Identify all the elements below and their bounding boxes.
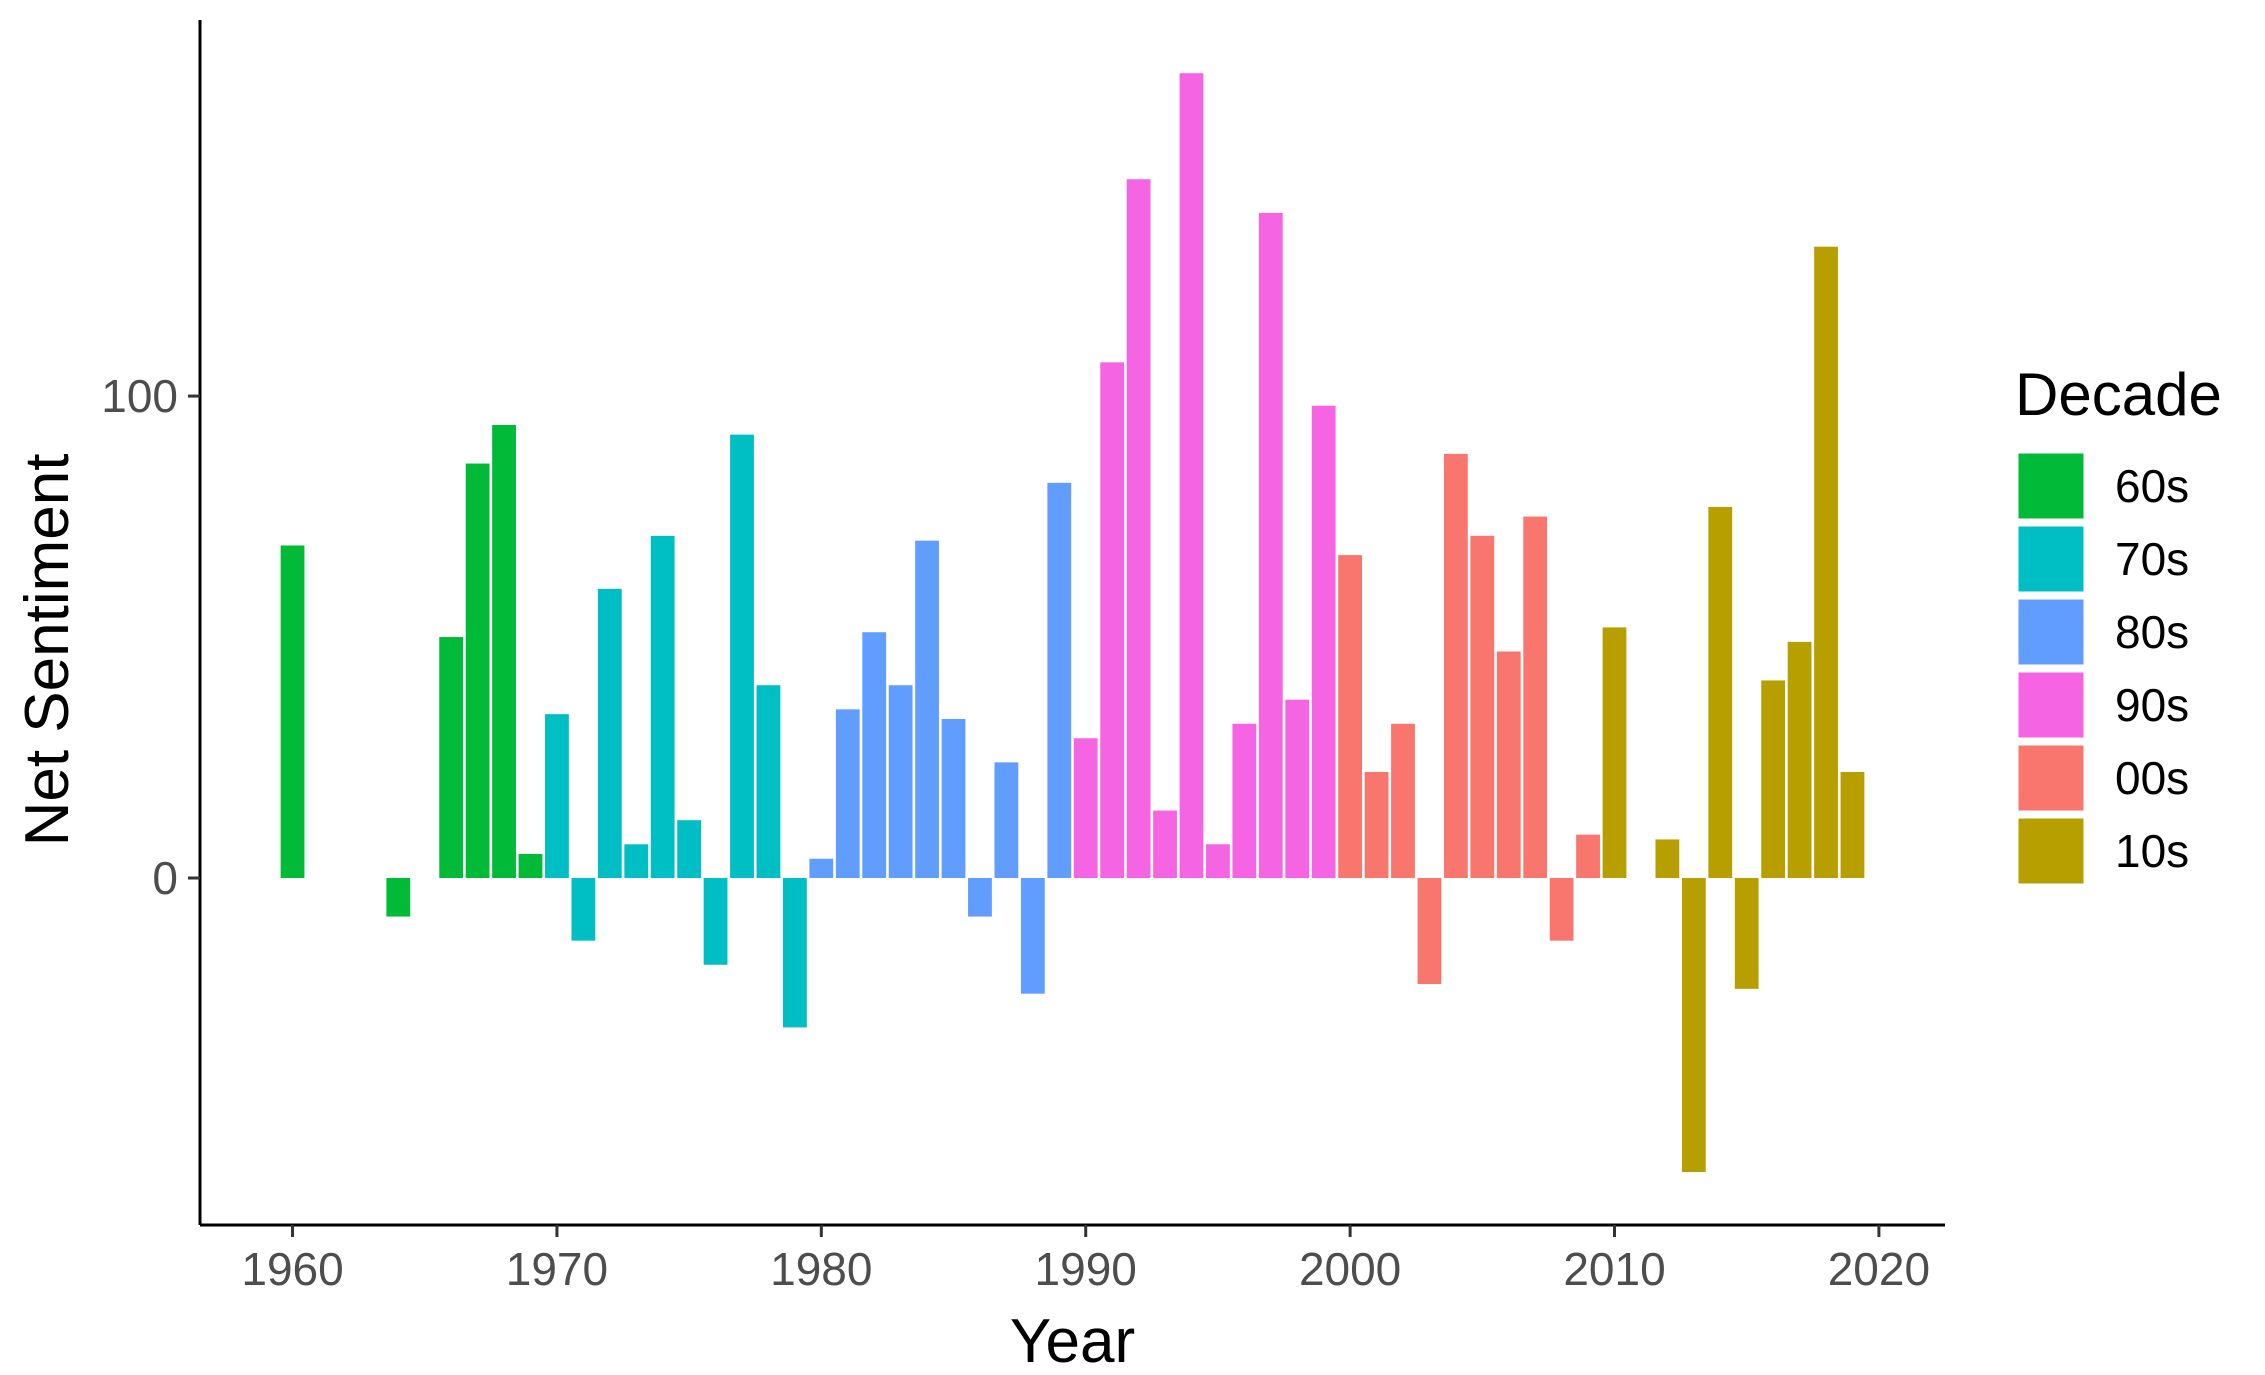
bar-1995 (1206, 844, 1230, 879)
bar-2010 (1602, 627, 1627, 879)
bar-1970 (545, 714, 569, 879)
bar-2004 (1443, 453, 1468, 879)
x-axis-title: Year (1010, 1307, 1135, 1375)
bar-1967 (465, 463, 490, 879)
bar-2012 (1655, 839, 1680, 879)
x-tick-label: 2010 (1563, 1243, 1665, 1295)
bar-1984 (915, 540, 939, 879)
legend-key-80s (2015, 596, 2087, 668)
bar-2016 (1761, 680, 1786, 879)
x-tick-label: 1970 (506, 1243, 608, 1295)
bar-1968 (492, 425, 516, 879)
bar-2002 (1391, 723, 1415, 879)
bar-1981 (835, 709, 860, 879)
bar-1992 (1126, 179, 1151, 879)
x-tick-label: 1960 (241, 1243, 343, 1295)
bar-2019 (1840, 771, 1865, 879)
bar-1966 (439, 637, 464, 879)
y-ticks: 0 100 (101, 370, 200, 904)
legend-label-70s: 70s (2115, 533, 2189, 585)
legend-label-80s: 80s (2115, 606, 2189, 658)
bar-2013 (1681, 878, 1706, 1172)
bar-2015 (1734, 878, 1759, 989)
legend-title: Decade (2015, 361, 2222, 428)
bar-2008 (1549, 878, 1574, 941)
legend-key-60s (2015, 450, 2087, 522)
bar-1982 (862, 632, 887, 879)
bar-1985 (941, 718, 966, 879)
bar-1972 (597, 588, 622, 879)
bar-1971 (571, 878, 596, 941)
bar-1960 (280, 545, 305, 879)
bar-1977 (730, 434, 754, 879)
legend-key-00s (2015, 742, 2087, 814)
bar-1988 (1020, 878, 1045, 994)
bar-1983 (888, 685, 913, 879)
bar-1976 (703, 878, 728, 965)
bar-1974 (650, 535, 675, 879)
bar-1973 (624, 844, 649, 879)
bar-2017 (1787, 641, 1812, 879)
legend-key-70s (2015, 523, 2087, 595)
y-tick-label: 100 (101, 370, 178, 422)
bar-1998 (1285, 699, 1310, 879)
legend: Decade 60s 70s 80s 90s 00s 10s (2015, 361, 2222, 887)
bar-2001 (1364, 771, 1389, 879)
bar-1996 (1232, 723, 1257, 879)
bar-1986 (968, 878, 992, 917)
bar-1987 (994, 762, 1019, 879)
bars-layer (280, 73, 1865, 1172)
bar-2007 (1523, 516, 1548, 879)
bar-2018 (1814, 246, 1838, 879)
bar-1997 (1258, 212, 1283, 879)
bar-1993 (1153, 810, 1177, 879)
legend-label-00s: 00s (2115, 752, 2189, 804)
bar-2003 (1417, 878, 1442, 985)
x-ticks: 1960 1970 1980 1990 2000 2010 2020 (241, 1225, 1930, 1295)
axes-layer (198, 20, 1945, 1227)
legend-key-90s (2015, 669, 2087, 741)
legend-label-10s: 10s (2115, 825, 2189, 877)
bar-1999 (1311, 405, 1336, 879)
bar-1975 (677, 820, 702, 879)
bar-1978 (756, 685, 781, 879)
x-tick-label: 2020 (1828, 1243, 1930, 1295)
bar-1994 (1179, 73, 1204, 879)
bar-1969 (518, 853, 543, 879)
bar-1979 (782, 878, 807, 1028)
bar-1990 (1073, 738, 1098, 879)
bar-2009 (1576, 834, 1600, 879)
bar-1989 (1047, 482, 1072, 879)
y-tick-label: 0 (152, 852, 178, 904)
legend-label-90s: 90s (2115, 679, 2189, 731)
bar-2006 (1496, 651, 1521, 879)
bar-1991 (1100, 362, 1125, 879)
bar-1964 (386, 878, 411, 917)
bar-1980 (809, 858, 834, 879)
x-tick-label: 1980 (770, 1243, 872, 1295)
legend-key-10s (2015, 815, 2087, 887)
x-tick-label: 2000 (1299, 1243, 1401, 1295)
bar-2000 (1338, 555, 1363, 879)
legend-items: 60s 70s 80s 90s 00s 10s (2015, 450, 2189, 887)
bar-2005 (1470, 535, 1495, 879)
bar-2014 (1708, 506, 1733, 879)
x-tick-label: 1990 (1035, 1243, 1137, 1295)
legend-label-60s: 60s (2115, 460, 2189, 512)
y-axis-title: Net Sentiment (13, 454, 82, 847)
